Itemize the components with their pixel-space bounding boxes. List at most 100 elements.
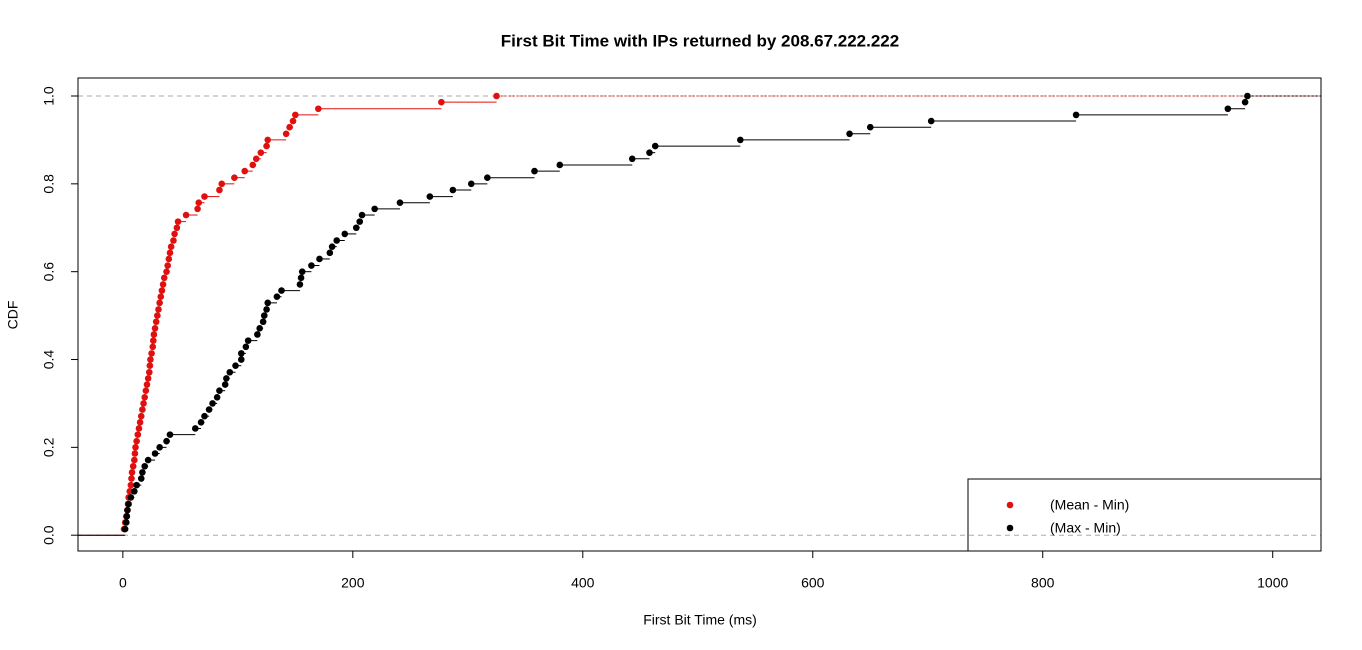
point (127, 481, 135, 489)
x-tick-label: 400 (571, 575, 595, 591)
point (264, 299, 272, 307)
point (147, 356, 154, 363)
point (289, 117, 297, 125)
point (259, 318, 267, 326)
point (124, 506, 131, 514)
point (241, 167, 249, 175)
point (151, 450, 159, 457)
point (166, 249, 174, 257)
point (242, 343, 250, 351)
point (133, 437, 140, 445)
point (129, 462, 137, 470)
legend-label: (Mean - Min) (1050, 497, 1129, 513)
y-tick-label: 1.0 (41, 86, 57, 106)
point (137, 475, 145, 482)
point (263, 142, 270, 150)
y-tick-label: 0.6 (41, 262, 57, 282)
point (150, 337, 157, 344)
point (142, 387, 150, 394)
point (139, 406, 146, 413)
point (396, 199, 404, 207)
plot-frame (77, 77, 1322, 552)
point (136, 419, 144, 426)
point (139, 469, 146, 476)
point (426, 193, 434, 200)
point (646, 149, 653, 156)
point (449, 186, 457, 194)
point (173, 224, 181, 232)
point (135, 425, 143, 432)
point (158, 287, 166, 294)
point (221, 381, 229, 388)
point (252, 155, 260, 163)
point (484, 174, 491, 181)
point (292, 111, 299, 119)
point (133, 481, 140, 489)
point (127, 494, 135, 501)
point (122, 519, 130, 526)
point (150, 331, 158, 338)
point (131, 487, 138, 495)
point (159, 281, 167, 288)
point (316, 255, 323, 263)
point (298, 268, 306, 275)
point (163, 268, 170, 275)
point (438, 98, 445, 106)
point (297, 274, 305, 282)
point (152, 318, 160, 326)
point (209, 400, 216, 407)
x-tick-label: 1000 (1257, 575, 1288, 591)
point (282, 130, 290, 138)
point (174, 218, 182, 225)
point (493, 92, 500, 100)
point (315, 105, 322, 113)
point (191, 425, 199, 432)
point (278, 287, 285, 294)
point (256, 325, 263, 332)
point (144, 375, 152, 382)
legend-box (967, 478, 1322, 552)
point (137, 412, 145, 420)
point (216, 387, 223, 394)
point (126, 487, 134, 495)
point (141, 462, 148, 470)
point (197, 419, 205, 426)
point (846, 130, 853, 138)
point (232, 362, 239, 369)
point (257, 149, 265, 156)
point (556, 161, 564, 169)
point (231, 174, 238, 181)
point (166, 431, 174, 438)
point (237, 350, 245, 357)
point (194, 205, 201, 213)
point (125, 500, 132, 508)
point (1072, 111, 1080, 119)
point (737, 136, 744, 144)
point (866, 123, 874, 131)
legend-marker (1006, 524, 1014, 532)
point (167, 243, 175, 250)
point (264, 136, 272, 144)
x-tick-label: 200 (341, 575, 365, 591)
point (151, 325, 159, 332)
point (145, 368, 153, 376)
point (131, 456, 138, 464)
point (171, 230, 178, 238)
point (143, 381, 151, 388)
point (163, 437, 170, 445)
legend-marker (1006, 501, 1014, 509)
x-tick-label: 600 (801, 575, 825, 591)
point (201, 412, 208, 420)
point (134, 431, 142, 438)
point (144, 456, 152, 464)
point (170, 237, 177, 244)
point (154, 312, 161, 319)
x-tick-label: 0 (119, 575, 127, 591)
point (123, 513, 131, 520)
x-axis-label: First Bit Time (ms) (643, 612, 757, 628)
point (128, 469, 136, 476)
point (140, 400, 147, 407)
point (149, 343, 157, 351)
point (244, 337, 252, 344)
point (164, 262, 171, 269)
